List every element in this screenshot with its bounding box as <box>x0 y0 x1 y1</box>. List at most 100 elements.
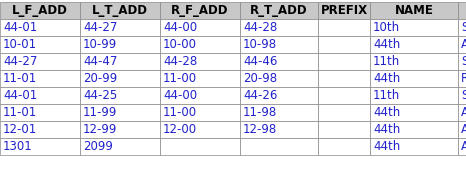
Bar <box>458 87 466 104</box>
Text: 10-99: 10-99 <box>83 38 117 51</box>
Bar <box>370 70 458 87</box>
Bar <box>160 104 240 121</box>
Bar <box>370 36 458 53</box>
Bar <box>240 138 318 155</box>
Bar <box>160 70 240 87</box>
Bar <box>458 2 466 19</box>
Bar <box>240 87 318 104</box>
Text: 10th: 10th <box>373 21 400 34</box>
Bar <box>80 87 160 104</box>
Bar <box>0 70 80 87</box>
Bar <box>80 70 160 87</box>
Bar <box>80 19 160 36</box>
Text: L_T_ADD: L_T_ADD <box>92 4 148 17</box>
Bar <box>0 104 80 121</box>
Bar <box>458 53 466 70</box>
Text: 11-01: 11-01 <box>3 106 37 119</box>
Text: 44-26: 44-26 <box>243 89 277 102</box>
Bar <box>458 138 466 155</box>
Text: 20-98: 20-98 <box>243 72 277 85</box>
Bar <box>160 121 240 138</box>
Bar <box>318 121 370 138</box>
Bar <box>458 121 466 138</box>
Text: 44-46: 44-46 <box>243 55 277 68</box>
Bar <box>160 19 240 36</box>
Text: 44-28: 44-28 <box>243 21 277 34</box>
Text: 44-28: 44-28 <box>163 55 197 68</box>
Bar <box>318 87 370 104</box>
Bar <box>370 53 458 70</box>
Bar <box>80 121 160 138</box>
Text: 44th: 44th <box>373 140 400 153</box>
Text: 44th: 44th <box>373 72 400 85</box>
Bar <box>160 138 240 155</box>
Text: 10-00: 10-00 <box>163 38 197 51</box>
Bar <box>370 87 458 104</box>
Bar <box>80 36 160 53</box>
Bar <box>240 104 318 121</box>
Text: 11-00: 11-00 <box>163 106 197 119</box>
Text: NAME: NAME <box>395 4 433 17</box>
Text: 12-98: 12-98 <box>243 123 277 136</box>
Bar <box>0 19 80 36</box>
Text: Ave: Ave <box>461 106 466 119</box>
Text: 12-01: 12-01 <box>3 123 37 136</box>
Bar <box>240 36 318 53</box>
Text: 20-99: 20-99 <box>83 72 117 85</box>
Text: St: St <box>461 55 466 68</box>
Bar <box>0 53 80 70</box>
Bar <box>318 138 370 155</box>
Text: Ave: Ave <box>461 140 466 153</box>
Text: Ave: Ave <box>461 38 466 51</box>
Bar <box>318 36 370 53</box>
Text: R_T_ADD: R_T_ADD <box>250 4 308 17</box>
Bar <box>318 19 370 36</box>
Bar <box>160 36 240 53</box>
Bar <box>370 19 458 36</box>
Bar <box>458 104 466 121</box>
Text: 44-25: 44-25 <box>83 89 117 102</box>
Text: 11th: 11th <box>373 89 400 102</box>
Bar <box>0 138 80 155</box>
Text: 44-47: 44-47 <box>83 55 117 68</box>
Text: 44th: 44th <box>373 123 400 136</box>
Text: 44-01: 44-01 <box>3 21 37 34</box>
Bar <box>240 2 318 19</box>
Bar <box>0 36 80 53</box>
Bar <box>160 53 240 70</box>
Text: 44-00: 44-00 <box>163 21 197 34</box>
Bar <box>240 121 318 138</box>
Text: Ave: Ave <box>461 123 466 136</box>
Text: 44-00: 44-00 <box>163 89 197 102</box>
Bar <box>318 104 370 121</box>
Text: 11th: 11th <box>373 55 400 68</box>
Text: 11-01: 11-01 <box>3 72 37 85</box>
Bar <box>318 53 370 70</box>
Bar <box>160 87 240 104</box>
Bar <box>80 104 160 121</box>
Text: St: St <box>461 89 466 102</box>
Bar <box>370 104 458 121</box>
Text: R_F_ADD: R_F_ADD <box>171 4 229 17</box>
Text: 44th: 44th <box>373 38 400 51</box>
Text: 1301: 1301 <box>3 140 33 153</box>
Text: Rd: Rd <box>461 72 466 85</box>
Bar <box>318 2 370 19</box>
Text: 44-27: 44-27 <box>83 21 117 34</box>
Text: St: St <box>461 21 466 34</box>
Bar <box>240 70 318 87</box>
Text: 2099: 2099 <box>83 140 113 153</box>
Bar <box>370 2 458 19</box>
Text: 44-01: 44-01 <box>3 89 37 102</box>
Bar <box>458 70 466 87</box>
Bar <box>458 36 466 53</box>
Text: 11-98: 11-98 <box>243 106 277 119</box>
Text: 11-00: 11-00 <box>163 72 197 85</box>
Text: 11-99: 11-99 <box>83 106 117 119</box>
Text: 12-00: 12-00 <box>163 123 197 136</box>
Text: PREFIX: PREFIX <box>321 4 368 17</box>
Bar <box>80 53 160 70</box>
Bar <box>0 121 80 138</box>
Bar <box>458 19 466 36</box>
Text: 10-01: 10-01 <box>3 38 37 51</box>
